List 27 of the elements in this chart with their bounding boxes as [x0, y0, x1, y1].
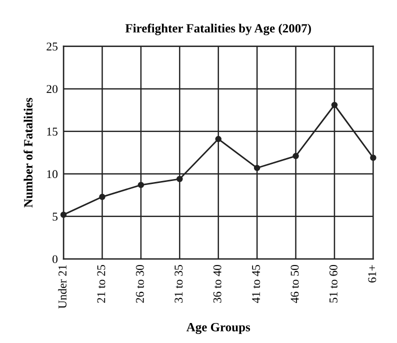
- x-tick-label: 36 to 40: [213, 264, 222, 303]
- point: [215, 136, 222, 142]
- point: [254, 164, 260, 172]
- y-tick-label: 10: [47, 170, 58, 178]
- y-tick-label: 0: [52, 255, 58, 264]
- x-axis-title: Age Groups: [186, 322, 250, 334]
- y-tick-label: 5: [52, 212, 58, 221]
- x-tick-label: 46 to 50: [290, 264, 299, 303]
- point: [370, 154, 376, 161]
- x-tick-label: 31 to 35: [174, 264, 183, 303]
- y-tick-label: 15: [47, 128, 58, 136]
- y-tick-label: 20: [46, 85, 58, 94]
- point: [331, 102, 338, 108]
- x-tick-label: 21 to 25: [97, 264, 106, 303]
- x-tick-label: 61+: [368, 265, 376, 282]
- x-tick-label: Under 21: [58, 265, 66, 309]
- y-tick-label: 25: [46, 42, 58, 51]
- x-tick-label: 51 to 60: [329, 264, 338, 303]
- point: [60, 212, 67, 218]
- point: [99, 194, 106, 200]
- y-axis-title: Number of Fatalities: [24, 98, 33, 208]
- x-tick-label: 26 to 30: [136, 264, 144, 303]
- chart-title: Firefighter Fatalities by Age (2007): [125, 24, 311, 36]
- point: [138, 182, 144, 188]
- point: [292, 152, 299, 160]
- point: [176, 176, 183, 182]
- x-tick-label: 41 to 45: [252, 264, 260, 303]
